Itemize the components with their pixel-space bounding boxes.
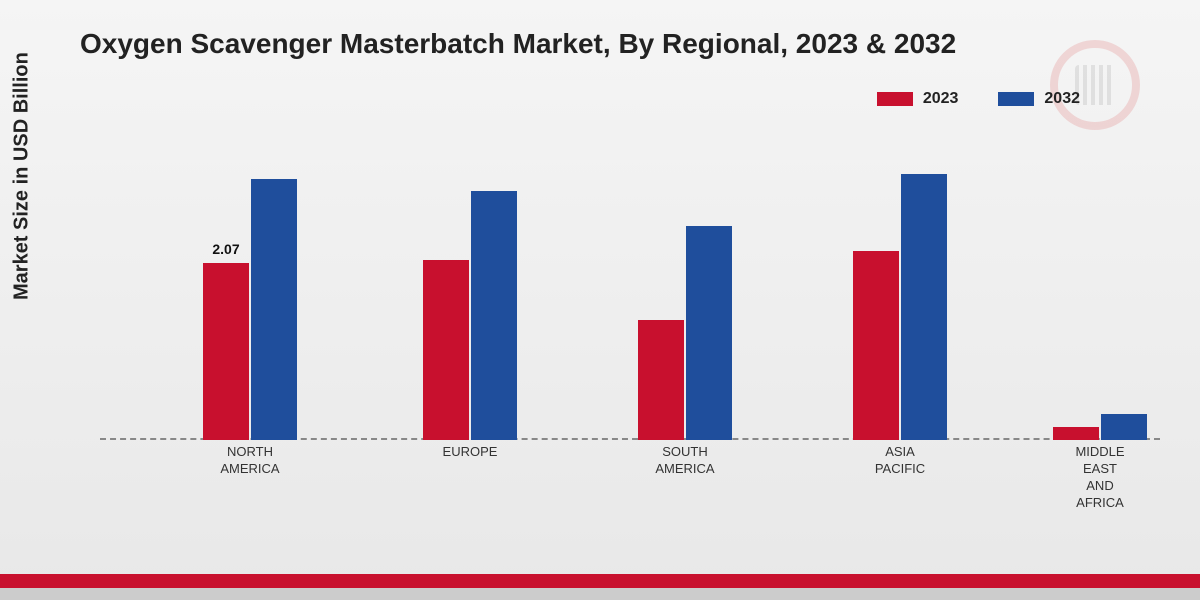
bar-2023 [1053, 427, 1099, 440]
legend-label-2023: 2023 [923, 90, 959, 108]
legend: 2023 2032 [877, 90, 1080, 108]
chart-title: Oxygen Scavenger Masterbatch Market, By … [80, 28, 956, 60]
bar-2023 [638, 320, 684, 440]
bar-2032 [1101, 414, 1147, 440]
bar-2032 [251, 179, 297, 440]
legend-item-2023: 2023 [877, 90, 959, 108]
legend-item-2032: 2032 [998, 90, 1080, 108]
category-label: ASIAPACIFIC [830, 444, 970, 478]
bar-2023 [423, 260, 469, 440]
y-axis-label: Market Size in USD Billion [11, 52, 34, 300]
legend-label-2032: 2032 [1044, 90, 1080, 108]
bar-2023 [853, 251, 899, 440]
category-label: MIDDLEEASTANDAFRICA [1030, 444, 1170, 512]
category-label: EUROPE [400, 444, 540, 461]
footer-gray-bar [0, 588, 1200, 600]
legend-swatch-2032 [998, 92, 1034, 106]
bar-2032 [901, 174, 947, 440]
bar-group [1053, 414, 1147, 440]
chart-plot-area: 2.07 [100, 140, 1160, 440]
watermark-logo [1050, 40, 1140, 130]
footer-red-bar [0, 574, 1200, 588]
bar-2023: 2.07 [203, 263, 249, 440]
category-label: SOUTHAMERICA [615, 444, 755, 478]
x-axis-labels: NORTHAMERICA EUROPE SOUTHAMERICA ASIAPACIFI… [100, 442, 1160, 522]
bar-value-label: 2.07 [212, 241, 239, 257]
bar-group: 2.07 [203, 179, 297, 440]
bar-group [423, 191, 517, 440]
category-label: NORTHAMERICA [180, 444, 320, 478]
bar-2032 [686, 226, 732, 440]
bar-2032 [471, 191, 517, 440]
bar-group [638, 226, 732, 440]
legend-swatch-2023 [877, 92, 913, 106]
bar-group [853, 174, 947, 440]
